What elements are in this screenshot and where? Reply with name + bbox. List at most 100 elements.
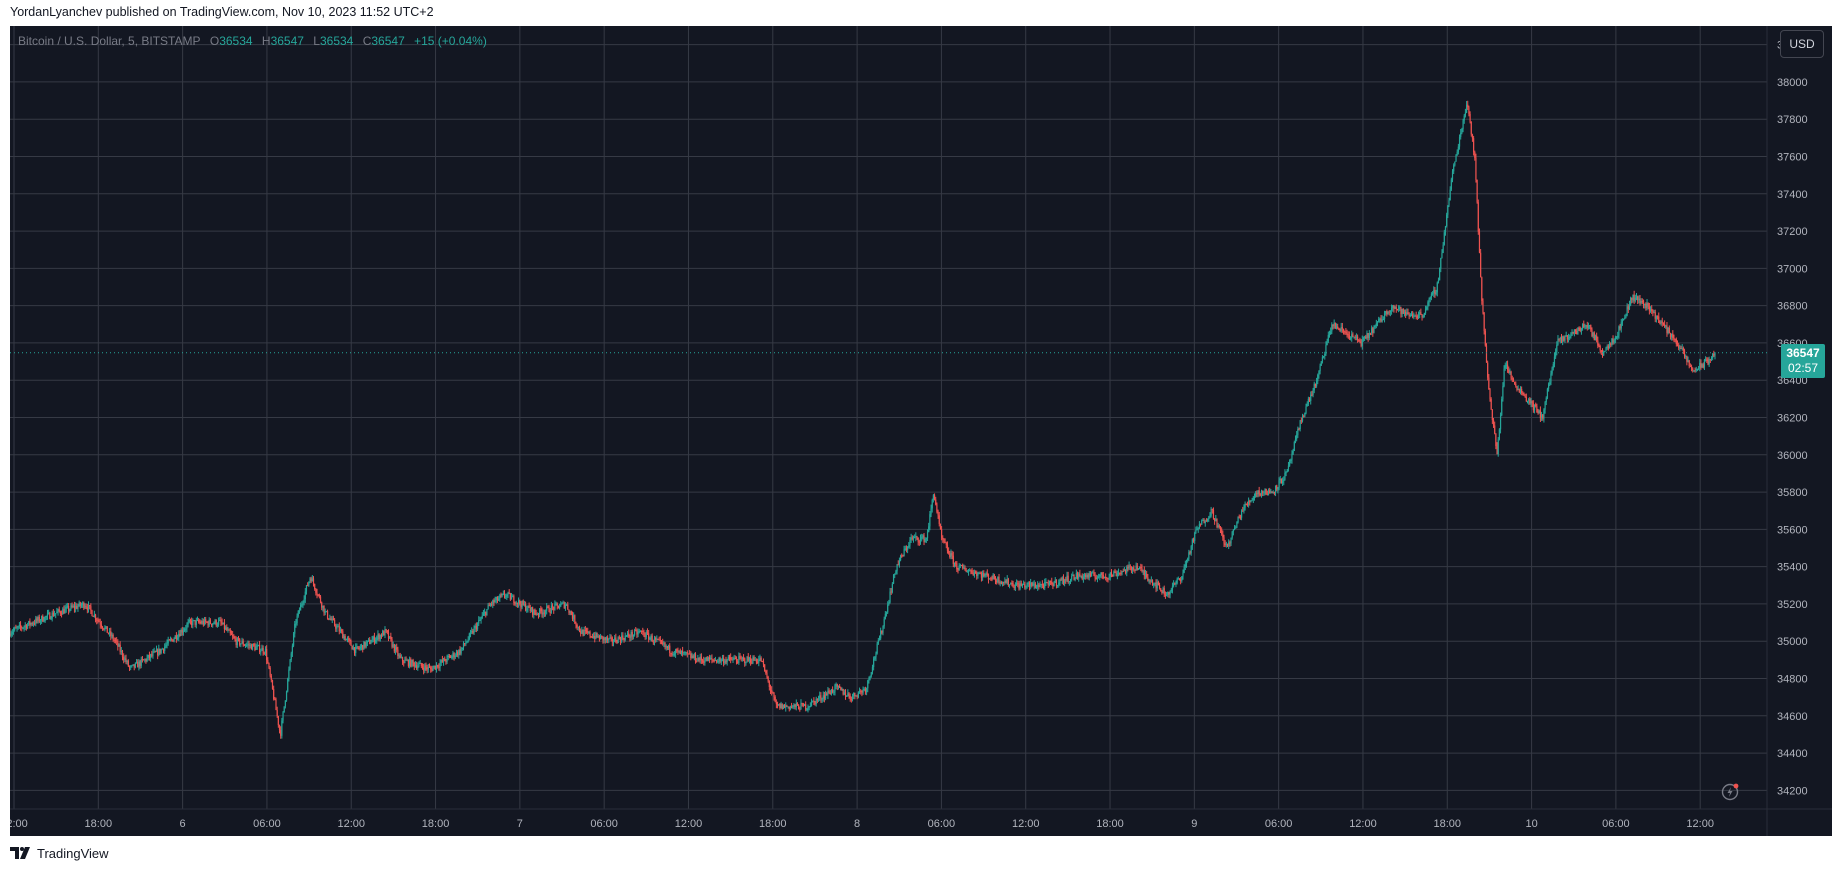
candle-body [459, 649, 461, 654]
candle-body [792, 705, 794, 707]
candle-body [1143, 570, 1145, 576]
candle-body [1078, 573, 1080, 579]
candle-body [1558, 338, 1560, 340]
candle-body [1431, 293, 1434, 295]
candle-body [55, 613, 57, 615]
candle-body [691, 655, 693, 658]
candle-body [494, 600, 496, 603]
candle-body [1386, 311, 1388, 315]
candle-body [243, 645, 245, 647]
candle-body [723, 658, 725, 664]
candle-body [1589, 325, 1591, 327]
candle-body [1338, 328, 1340, 331]
candle-body [1124, 569, 1127, 573]
candle-body [1381, 319, 1383, 322]
candle-body [585, 630, 588, 632]
candle-body [153, 651, 155, 653]
candle-body [1098, 576, 1100, 578]
candle-body [476, 623, 479, 630]
symbol-legend[interactable]: Bitcoin / U.S. Dollar, 5, BITSTAMP O3653… [18, 34, 487, 48]
candle-body [1439, 268, 1441, 281]
candle-body [123, 657, 125, 661]
candle-body [535, 613, 537, 615]
candle-body [240, 643, 242, 645]
candle-body [1109, 572, 1111, 577]
candle-body [1271, 492, 1273, 494]
candle-body [514, 603, 516, 605]
candle-body [1628, 304, 1631, 310]
candle-body [260, 650, 262, 653]
candle-body [124, 658, 126, 661]
y-tick-label: 35000 [1777, 636, 1808, 648]
candle-body [551, 605, 554, 607]
candle-body [1258, 490, 1260, 495]
candle-body [42, 615, 44, 622]
candle-body [590, 636, 592, 638]
price-chart[interactable]: 3420034400346003480035000352003540035600… [10, 26, 1832, 836]
candle-body [939, 523, 942, 530]
candle-body [446, 656, 448, 662]
replay-icon[interactable] [1721, 783, 1739, 801]
candle-body [133, 664, 135, 668]
candle-body [390, 636, 392, 640]
candle-body [1137, 569, 1140, 571]
candle-body [769, 686, 772, 691]
candle-body [1130, 566, 1133, 570]
candle-body [1303, 416, 1305, 418]
candle-body [460, 649, 462, 654]
candle-body [337, 626, 339, 628]
candle-body [658, 639, 660, 641]
candle-body [219, 619, 221, 621]
candle-body [1325, 345, 1327, 355]
candle-body [621, 635, 623, 642]
candle-body [253, 644, 255, 646]
candle-body [1389, 310, 1392, 313]
currency-button[interactable]: USD [1780, 30, 1824, 58]
candle-body [1351, 334, 1353, 338]
candle-body [1096, 577, 1099, 580]
candle-body [979, 573, 981, 575]
candle-body [813, 700, 815, 702]
candle-body [550, 605, 552, 613]
candle-body [1656, 316, 1659, 318]
candle-body [128, 666, 131, 668]
candle-body [18, 624, 20, 627]
candle-body [958, 565, 960, 570]
candle-body [1613, 340, 1615, 343]
candle-body [1403, 311, 1406, 314]
symbol-name[interactable]: Bitcoin / U.S. Dollar, 5, BITSTAMP [18, 34, 201, 48]
candle-body [142, 659, 145, 661]
candle-body [482, 613, 485, 616]
candle-body [1681, 348, 1683, 350]
candle-body [70, 605, 72, 610]
candle-body [1365, 336, 1367, 339]
candle-body [745, 662, 747, 664]
candle-body [1169, 591, 1171, 595]
candle-body [595, 632, 597, 639]
x-tick-label: 12:00 [10, 818, 28, 830]
candle-body [113, 639, 115, 641]
candle-body [746, 656, 748, 663]
candle-body [924, 538, 926, 543]
candle-body [474, 625, 476, 628]
candle-body [938, 515, 940, 524]
candle-body [507, 592, 509, 595]
candle-body [370, 642, 372, 644]
candle-body [38, 616, 40, 622]
candle-body [1689, 366, 1691, 368]
candle-body [389, 636, 391, 639]
y-tick-label: 35400 [1777, 562, 1808, 574]
candle-body [860, 690, 862, 692]
candle-body [536, 613, 538, 615]
candle-body [1014, 584, 1017, 588]
chart-pane[interactable]: 34200 34400 34600 34800 35000 35200 35400 35600… [10, 26, 1832, 836]
candle-body [509, 593, 511, 600]
candle-body [704, 661, 706, 663]
candle-body [983, 572, 985, 577]
candle-body [1308, 398, 1311, 401]
candle-body [376, 637, 378, 640]
candle-body [1465, 104, 1468, 113]
tradingview-logo[interactable]: TradingView [10, 843, 109, 863]
candle-body [1696, 368, 1699, 370]
candle-body [805, 704, 807, 710]
